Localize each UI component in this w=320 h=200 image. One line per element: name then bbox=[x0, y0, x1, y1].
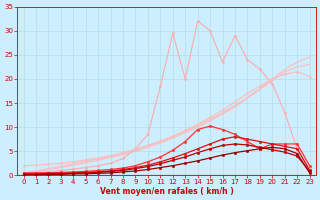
X-axis label: Vent moyen/en rafales ( km/h ): Vent moyen/en rafales ( km/h ) bbox=[100, 187, 234, 196]
